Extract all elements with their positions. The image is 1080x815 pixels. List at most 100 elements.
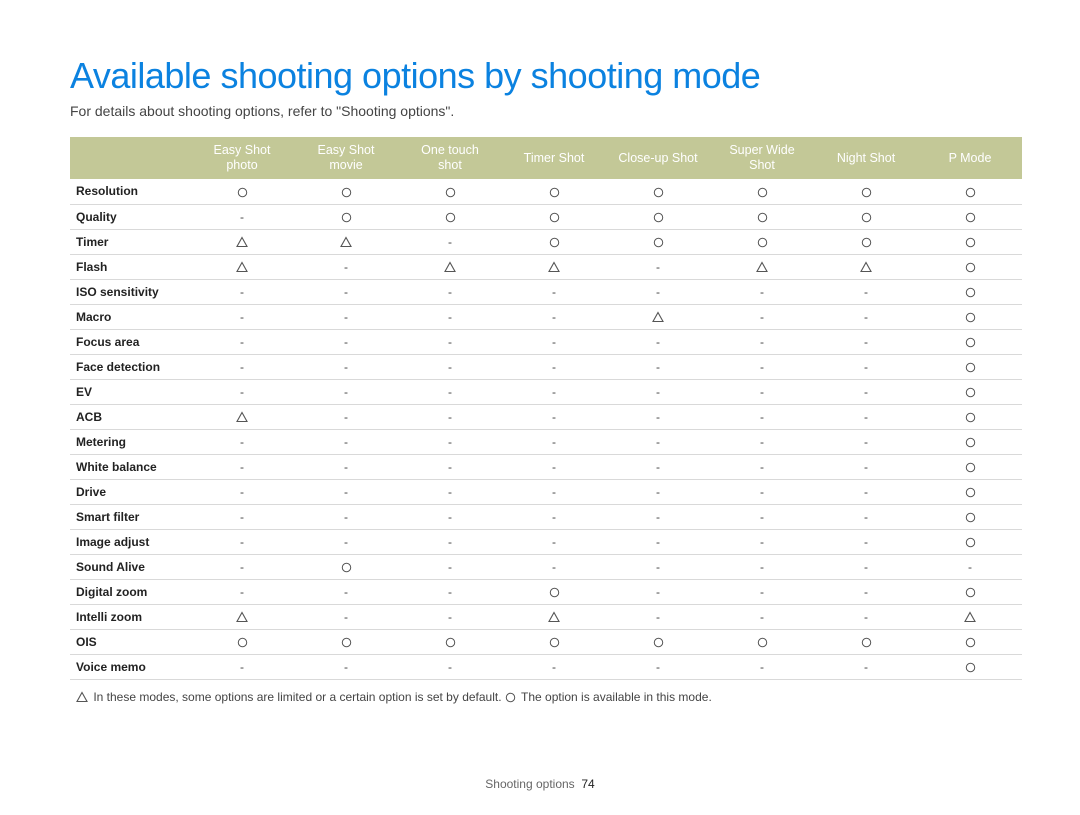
dash-symbol: - bbox=[552, 460, 556, 474]
cell: - bbox=[814, 279, 918, 304]
cell bbox=[814, 179, 918, 204]
dash-symbol: - bbox=[864, 310, 868, 324]
cell bbox=[502, 204, 606, 229]
cell: - bbox=[294, 579, 398, 604]
cell: - bbox=[710, 404, 814, 429]
dash-symbol: - bbox=[656, 485, 660, 499]
row-label: Sound Alive bbox=[70, 554, 190, 579]
row-label: Digital zoom bbox=[70, 579, 190, 604]
dash-symbol: - bbox=[448, 435, 452, 449]
cell: - bbox=[190, 379, 294, 404]
cell bbox=[918, 629, 1022, 654]
cell bbox=[918, 429, 1022, 454]
cell: - bbox=[502, 504, 606, 529]
dash-symbol: - bbox=[240, 485, 244, 499]
row-label: Flash bbox=[70, 254, 190, 279]
table-row: Sound Alive------- bbox=[70, 554, 1022, 579]
cell bbox=[502, 254, 606, 279]
dash-symbol: - bbox=[448, 485, 452, 499]
cell: - bbox=[814, 604, 918, 629]
dash-symbol: - bbox=[448, 285, 452, 299]
table-row: OIS bbox=[70, 629, 1022, 654]
cell bbox=[398, 204, 502, 229]
cell: - bbox=[294, 404, 398, 429]
cell: - bbox=[190, 654, 294, 679]
dash-symbol: - bbox=[656, 535, 660, 549]
dash-symbol: - bbox=[552, 560, 556, 574]
circle-icon bbox=[965, 387, 976, 398]
circle-icon bbox=[965, 487, 976, 498]
cell: - bbox=[398, 454, 502, 479]
dash-symbol: - bbox=[656, 610, 660, 624]
cell bbox=[294, 229, 398, 254]
cell: - bbox=[606, 404, 710, 429]
cell: - bbox=[398, 504, 502, 529]
cell: - bbox=[398, 579, 502, 604]
cell bbox=[190, 404, 294, 429]
cell: - bbox=[190, 354, 294, 379]
cell bbox=[294, 179, 398, 204]
cell bbox=[918, 204, 1022, 229]
dash-symbol: - bbox=[344, 335, 348, 349]
circle-icon bbox=[341, 212, 352, 223]
row-label: OIS bbox=[70, 629, 190, 654]
circle-icon bbox=[965, 662, 976, 673]
dash-symbol: - bbox=[656, 285, 660, 299]
dash-symbol: - bbox=[656, 585, 660, 599]
cell bbox=[918, 329, 1022, 354]
dash-symbol: - bbox=[760, 335, 764, 349]
dash-symbol: - bbox=[240, 535, 244, 549]
dash-symbol: - bbox=[344, 260, 348, 274]
table-row: Image adjust------- bbox=[70, 529, 1022, 554]
cell bbox=[398, 179, 502, 204]
dash-symbol: - bbox=[760, 660, 764, 674]
dash-symbol: - bbox=[864, 385, 868, 399]
dash-symbol: - bbox=[864, 410, 868, 424]
dash-symbol: - bbox=[240, 310, 244, 324]
circle-icon bbox=[861, 212, 872, 223]
cell bbox=[814, 229, 918, 254]
cell: - bbox=[398, 429, 502, 454]
dash-symbol: - bbox=[864, 360, 868, 374]
table-row: Voice memo------- bbox=[70, 654, 1022, 679]
cell: - bbox=[294, 504, 398, 529]
circle-icon bbox=[341, 562, 352, 573]
cell bbox=[918, 279, 1022, 304]
row-label: Smart filter bbox=[70, 504, 190, 529]
cell bbox=[502, 604, 606, 629]
row-label: ACB bbox=[70, 404, 190, 429]
cell: - bbox=[294, 329, 398, 354]
cell bbox=[918, 354, 1022, 379]
table-row: Timer- bbox=[70, 229, 1022, 254]
row-label: Voice memo bbox=[70, 654, 190, 679]
cell: - bbox=[502, 279, 606, 304]
circle-icon bbox=[861, 237, 872, 248]
table-row: EV------- bbox=[70, 379, 1022, 404]
cell: - bbox=[398, 329, 502, 354]
circle-icon bbox=[341, 637, 352, 648]
dash-symbol: - bbox=[552, 660, 556, 674]
cell: - bbox=[398, 304, 502, 329]
table-row: Intelli zoom----- bbox=[70, 604, 1022, 629]
cell bbox=[190, 629, 294, 654]
cell: - bbox=[190, 429, 294, 454]
dash-symbol: - bbox=[656, 660, 660, 674]
circle-icon bbox=[965, 187, 976, 198]
dash-symbol: - bbox=[656, 335, 660, 349]
table-row: Digital zoom------ bbox=[70, 579, 1022, 604]
header-row: Easy ShotphotoEasy ShotmovieOne touchsho… bbox=[70, 137, 1022, 179]
circle-icon bbox=[757, 187, 768, 198]
cell: - bbox=[814, 654, 918, 679]
row-label: Drive bbox=[70, 479, 190, 504]
dash-symbol: - bbox=[344, 585, 348, 599]
cell bbox=[918, 254, 1022, 279]
cell: - bbox=[710, 354, 814, 379]
cell: - bbox=[606, 254, 710, 279]
dash-symbol: - bbox=[760, 460, 764, 474]
dash-symbol: - bbox=[864, 660, 868, 674]
circle-icon bbox=[445, 187, 456, 198]
circle-icon bbox=[965, 462, 976, 473]
cell bbox=[918, 229, 1022, 254]
cell bbox=[710, 179, 814, 204]
dash-symbol: - bbox=[448, 360, 452, 374]
